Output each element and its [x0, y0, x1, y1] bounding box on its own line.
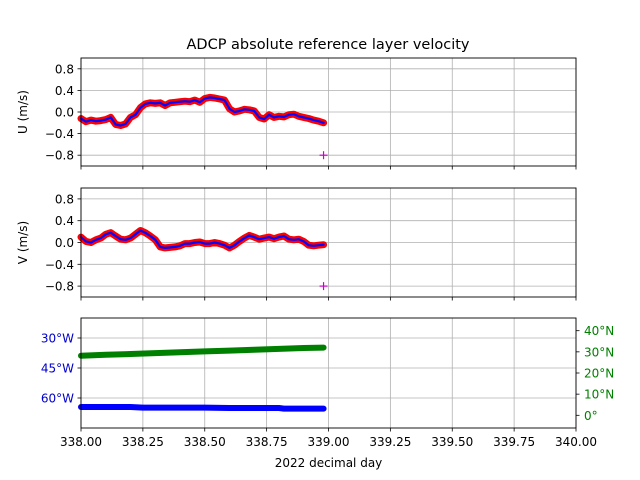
right-tick-label: 30°N: [584, 345, 614, 359]
x-tick-label: 339.00: [308, 435, 350, 449]
x-tick-label: 338.75: [246, 435, 288, 449]
y-tick-label: 0.0: [55, 106, 74, 120]
y-tick-label: −0.8: [45, 149, 74, 163]
axes-frame: [80, 317, 577, 429]
chart-title: ADCP absolute reference layer velocity: [186, 37, 469, 53]
x-tick-label: 338.25: [122, 435, 164, 449]
y-tick-label: 0.8: [55, 192, 74, 206]
axes-frame: [80, 187, 577, 298]
x-tick-label: 339.25: [369, 435, 411, 449]
x-axis-label: 2022 decimal day: [275, 456, 383, 470]
left-tick-label: 45°W: [41, 362, 74, 376]
x-tick-label: 338.50: [184, 435, 226, 449]
left-tick-label: 60°W: [41, 392, 74, 406]
y-tick-label: −0.8: [45, 280, 74, 294]
y-axis-label: U (m/s): [16, 90, 30, 134]
right-tick-label: 10°N: [584, 388, 614, 402]
y-axis-label: V (m/s): [16, 221, 30, 264]
y-tick-label: 0.4: [55, 214, 74, 228]
panel-position: 338.00 338.25 338.50 338.75 339.00 339.25 339.…: [41, 317, 614, 470]
right-tick-label: 40°N: [584, 324, 614, 338]
y-tick-label: 0.4: [55, 84, 74, 98]
right-tick-label: 0°: [584, 409, 598, 423]
panel-u: 0.8 0.4 0.0 −0.4 −0.8 U (m/s): [16, 57, 577, 170]
panel-v: 0.8 0.4 0.0 −0.4 −0.8 V (m/s): [16, 187, 577, 301]
series-line-inner: [79, 229, 325, 249]
y-tick-label: 0.8: [55, 62, 74, 76]
x-tick-label: 339.75: [493, 435, 535, 449]
x-tick-label: 338.00: [60, 435, 102, 449]
y-tick-label: 0.0: [55, 236, 74, 250]
y-tick-label: −0.4: [45, 258, 74, 272]
series-line-inner: [79, 96, 325, 127]
axes-frame: [80, 57, 577, 167]
x-tick-label: 340.00: [555, 435, 597, 449]
series-right-line: [78, 344, 327, 359]
series-left-line: [78, 404, 327, 412]
x-tick-label: 339.50: [431, 435, 473, 449]
left-tick-label: 30°W: [41, 332, 74, 346]
right-tick-label: 20°N: [584, 367, 614, 381]
y-tick-label: −0.4: [45, 127, 74, 141]
